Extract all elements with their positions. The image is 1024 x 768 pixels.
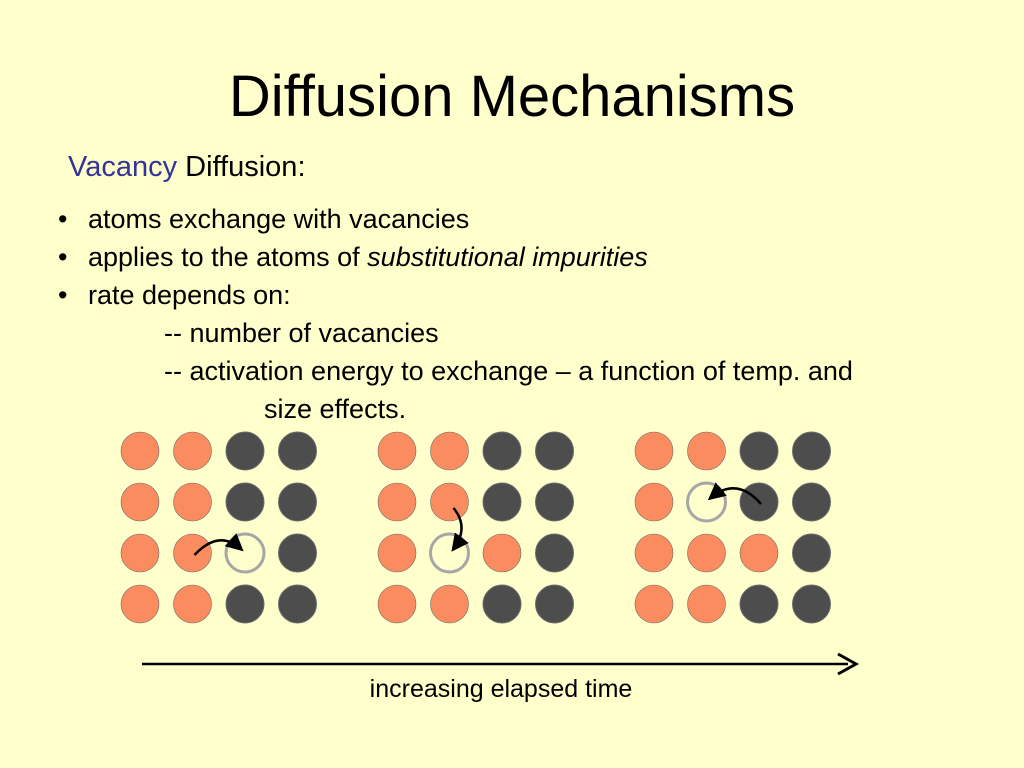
impurity-atom	[173, 482, 212, 522]
impurity-atom	[377, 533, 417, 573]
host-atom	[225, 482, 265, 522]
bullet-item: • applies to the atoms of substitutional…	[58, 238, 998, 276]
slide-title: Diffusion Mechanisms	[228, 64, 796, 129]
bullet-item: • atoms exchange with vacancies	[58, 200, 998, 238]
vacancy-site	[686, 481, 727, 523]
impurity-atom	[687, 431, 726, 471]
sub-bullet-text: -- number of vacancies	[164, 318, 439, 348]
bullet-text: atoms exchange with vacancies	[88, 204, 470, 234]
host-atom	[739, 431, 779, 471]
host-atom	[792, 584, 831, 624]
impurity-atom	[739, 533, 779, 573]
impurity-atom	[430, 584, 469, 624]
host-atom	[535, 584, 574, 624]
impurity-atom	[120, 533, 160, 573]
host-atom	[535, 431, 574, 471]
host-atom	[535, 482, 574, 522]
bullet-dot: •	[58, 280, 68, 310]
impurity-atom	[377, 431, 417, 471]
host-atom	[278, 533, 317, 573]
time-arrow-head	[837, 652, 860, 676]
jump-arrow	[193, 533, 244, 556]
vacancy-label: Vacancy	[68, 151, 178, 183]
host-atom	[792, 533, 831, 573]
host-atom	[792, 482, 831, 522]
host-atom	[225, 584, 265, 624]
host-atom	[278, 584, 317, 624]
impurity-atom	[377, 482, 417, 522]
impurity-atom	[634, 533, 674, 573]
sub-bullet-continuation: size effects.	[58, 390, 998, 428]
impurity-atom	[687, 533, 726, 573]
host-atom	[535, 533, 574, 573]
vacancy-diffusion-diagram	[120, 431, 860, 676]
impurity-atom	[634, 482, 674, 522]
impurity-atom	[430, 482, 469, 522]
impurity-atom	[430, 431, 469, 471]
bullet-dot: •	[58, 242, 68, 272]
impurity-atom	[687, 584, 726, 624]
impurity-atom	[634, 431, 674, 471]
vacancy-site	[224, 532, 266, 574]
host-atom	[792, 431, 831, 471]
sub-bullet-item: -- activation energy to exchange – a fun…	[58, 352, 998, 390]
host-atom	[482, 482, 522, 522]
lattice-stage-1	[120, 431, 317, 624]
impurity-atom	[173, 431, 212, 471]
time-arrow	[142, 652, 860, 676]
bullet-list: • atoms exchange with vacancies • applie…	[58, 200, 998, 428]
lattice-stage-2	[377, 431, 574, 624]
impurity-atom	[120, 431, 160, 471]
host-atom	[739, 584, 779, 624]
bullet-text: applies to the atoms of	[88, 242, 368, 272]
sub-bullet-text: -- activation energy to exchange – a fun…	[164, 356, 853, 386]
host-atom	[278, 431, 317, 471]
diffusion-label: Diffusion:	[177, 151, 306, 183]
bullet-emphasis: substitutional impurities	[367, 242, 648, 272]
impurity-atom	[482, 533, 522, 573]
jump-arrow	[707, 482, 762, 505]
bullet-dot: •	[58, 204, 68, 234]
sub-bullet-text: size effects.	[264, 394, 407, 424]
impurity-atom	[173, 533, 212, 573]
impurity-atom	[120, 584, 160, 624]
host-atom	[225, 431, 265, 471]
impurity-atom	[120, 482, 160, 522]
host-atom	[482, 431, 522, 471]
sub-bullet-item: -- number of vacancies	[58, 314, 998, 352]
lattice-stage-3	[634, 431, 831, 624]
host-atom	[482, 584, 522, 624]
impurity-atom	[634, 584, 674, 624]
host-atom	[278, 482, 317, 522]
bullet-text: rate depends on:	[88, 280, 291, 310]
time-axis-caption: increasing elapsed time	[369, 675, 633, 703]
impurity-atom	[377, 584, 417, 624]
section-heading: Vacancy Diffusion:	[68, 148, 306, 186]
impurity-atom	[173, 584, 212, 624]
jump-arrow	[451, 507, 469, 552]
vacancy-site	[429, 532, 470, 574]
bullet-item: • rate depends on:	[58, 276, 998, 314]
